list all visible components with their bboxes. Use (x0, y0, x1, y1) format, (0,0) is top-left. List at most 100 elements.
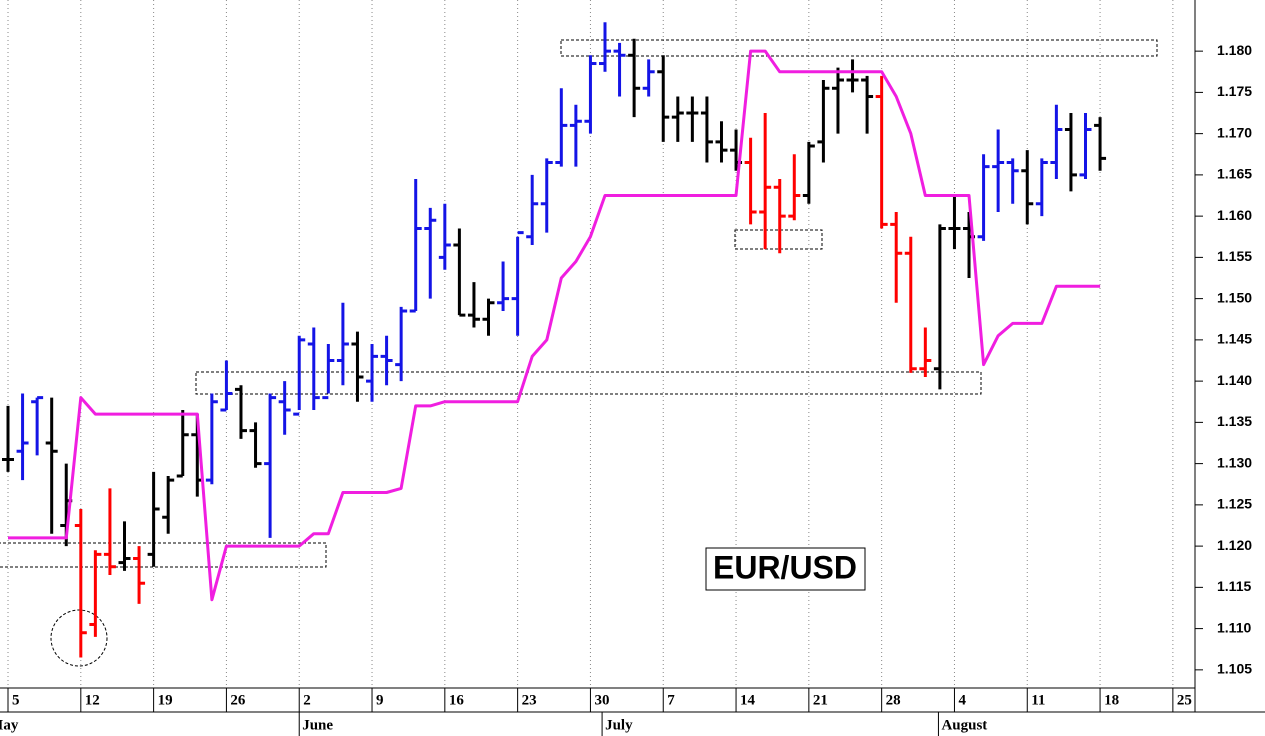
ohlc-bar (307, 327, 320, 410)
ohlc-bar (628, 38, 641, 118)
ohlc-bar (89, 550, 102, 637)
ohlc-bar (919, 327, 932, 377)
ohlc-bar (162, 475, 175, 534)
ohlc-bar (234, 385, 247, 439)
ohlc-bar (1021, 150, 1034, 225)
ohlc-bar (598, 22, 611, 72)
label-box (705, 547, 866, 591)
x-tick-label: 11 (1031, 692, 1045, 708)
ohlc-bar (467, 282, 480, 328)
y-tick-label: 1.120 (1217, 537, 1252, 553)
month-label: August (941, 717, 987, 733)
y-tick-label: 1.145 (1217, 331, 1252, 347)
ohlc-bar (526, 174, 539, 246)
ohlc-bar (1079, 113, 1092, 180)
x-tick-label: 28 (886, 692, 901, 708)
zone-box (560, 39, 1158, 57)
ohlc-bar (977, 154, 990, 241)
ohlc-bar (366, 344, 379, 402)
x-tick-label: 18 (1104, 692, 1119, 708)
ohlc-bar (511, 231, 524, 336)
ohlc-bar (205, 393, 218, 485)
x-tick-label: 23 (522, 692, 537, 708)
ohlc-bar (1064, 113, 1077, 192)
ohlc-bar (1006, 158, 1019, 204)
ohlc-bar (773, 179, 786, 254)
ohlc-bar (802, 141, 815, 204)
ohlc-bar (2, 405, 15, 472)
x-tick-label: 19 (158, 692, 173, 708)
x-tick-label: 14 (740, 692, 756, 708)
ohlc-bar (948, 195, 961, 250)
y-tick-label: 1.135 (1217, 413, 1252, 429)
ohlc-bar (744, 137, 757, 225)
ohlc-bar (351, 331, 364, 402)
x-tick-label: 4 (958, 692, 966, 708)
ohlc-bar (846, 59, 859, 93)
zones (0, 39, 1158, 667)
ohlc-bar (700, 96, 713, 163)
x-tick-label: 12 (85, 692, 100, 708)
ohlc-bar (31, 396, 44, 456)
ohlc-bar (875, 75, 888, 229)
y-tick-label: 1.130 (1217, 454, 1252, 470)
ohlc-bar (613, 42, 626, 97)
zone-box (734, 229, 823, 250)
y-tick-label: 1.165 (1217, 166, 1252, 182)
x-tick-label: 16 (449, 692, 465, 708)
y-tick-label: 1.105 (1217, 661, 1252, 677)
ohlc-bar (686, 96, 699, 142)
x-tick-label: 9 (376, 692, 384, 708)
ohlc-bar (103, 488, 116, 575)
overlay-line (8, 49, 1101, 602)
ohlc-bar (759, 113, 772, 250)
ohlc-bar (715, 121, 728, 163)
month-label: June (302, 717, 333, 733)
ohlc-bar (555, 88, 568, 167)
ohlc-bar (569, 104, 582, 167)
grid (7, 0, 1174, 688)
ohlc-bar (74, 508, 87, 658)
ohlc-bar (1094, 117, 1107, 171)
ohlc-bar (453, 228, 466, 317)
ohlc-bar (409, 179, 422, 313)
ohlc-bar (293, 335, 306, 416)
ohlc-bar (497, 261, 510, 312)
ohlc-bar (933, 224, 946, 390)
ohlc-bar (438, 203, 451, 270)
x-tick-label: 21 (813, 692, 828, 708)
x-tick-label: 26 (230, 692, 246, 708)
y-tick-label: 1.150 (1217, 289, 1252, 305)
ohlc-bar (45, 397, 58, 534)
plot (2, 22, 1107, 658)
ohlc-bar (220, 360, 233, 412)
ohlc-bar (904, 236, 917, 373)
x-tick-label: 2 (303, 692, 311, 708)
ohlc-bar (380, 335, 393, 386)
y-tick-label: 1.180 (1217, 42, 1252, 58)
ohlc-bar (395, 306, 408, 382)
chart-label: EUR/USD (713, 549, 857, 585)
ohlc-bar (16, 393, 29, 481)
ohlc-bar (584, 55, 597, 134)
ohlc-bar (1050, 104, 1063, 180)
ohlc-bar (861, 75, 874, 134)
ohlc-bar (176, 409, 189, 478)
ohlc-bar (1035, 158, 1048, 217)
ohlc-bar (278, 381, 291, 435)
x-tick-label: 25 (1177, 692, 1192, 708)
y-tick-label: 1.155 (1217, 248, 1252, 264)
y-tick-label: 1.140 (1217, 372, 1252, 388)
y-tick-label: 1.110 (1217, 619, 1251, 635)
x-tick-label: 7 (667, 692, 675, 708)
x-tick-label: 5 (12, 692, 20, 708)
ohlc-bar (890, 212, 903, 303)
ohlc-bar (424, 207, 437, 299)
ohlc-bar (642, 59, 655, 97)
zone-box (195, 371, 982, 395)
ohlc-bar (118, 521, 131, 571)
ohlc-bar (133, 546, 146, 604)
zone-circle (50, 609, 108, 667)
